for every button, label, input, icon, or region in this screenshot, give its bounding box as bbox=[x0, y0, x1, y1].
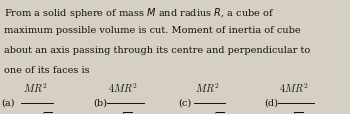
Text: one of its faces is: one of its faces is bbox=[4, 66, 90, 74]
Text: $32\sqrt{2}\pi$: $32\sqrt{2}\pi$ bbox=[23, 109, 58, 114]
Text: $3\sqrt{3}\pi$: $3\sqrt{3}\pi$ bbox=[279, 109, 310, 114]
Text: From a solid sphere of mass $M$ and radius $R$, a cube of: From a solid sphere of mass $M$ and radi… bbox=[4, 6, 275, 20]
Text: $9\sqrt{3}\pi$: $9\sqrt{3}\pi$ bbox=[108, 109, 139, 114]
Text: $MR^2$: $MR^2$ bbox=[195, 81, 220, 95]
Text: maximum possible volume is cut. Moment of inertia of cube: maximum possible volume is cut. Moment o… bbox=[4, 26, 301, 35]
Text: $4MR^2$: $4MR^2$ bbox=[279, 81, 309, 95]
Text: $16\sqrt{2}\pi$: $16\sqrt{2}\pi$ bbox=[195, 109, 231, 114]
Text: about an axis passing through its centre and perpendicular to: about an axis passing through its centre… bbox=[4, 46, 310, 54]
Text: (b): (b) bbox=[93, 98, 107, 107]
Text: (c): (c) bbox=[178, 98, 192, 107]
Text: $4MR^2$: $4MR^2$ bbox=[108, 81, 138, 95]
Text: (d): (d) bbox=[264, 98, 278, 107]
Text: $MR^2$: $MR^2$ bbox=[23, 81, 47, 95]
Text: (a): (a) bbox=[2, 98, 15, 107]
